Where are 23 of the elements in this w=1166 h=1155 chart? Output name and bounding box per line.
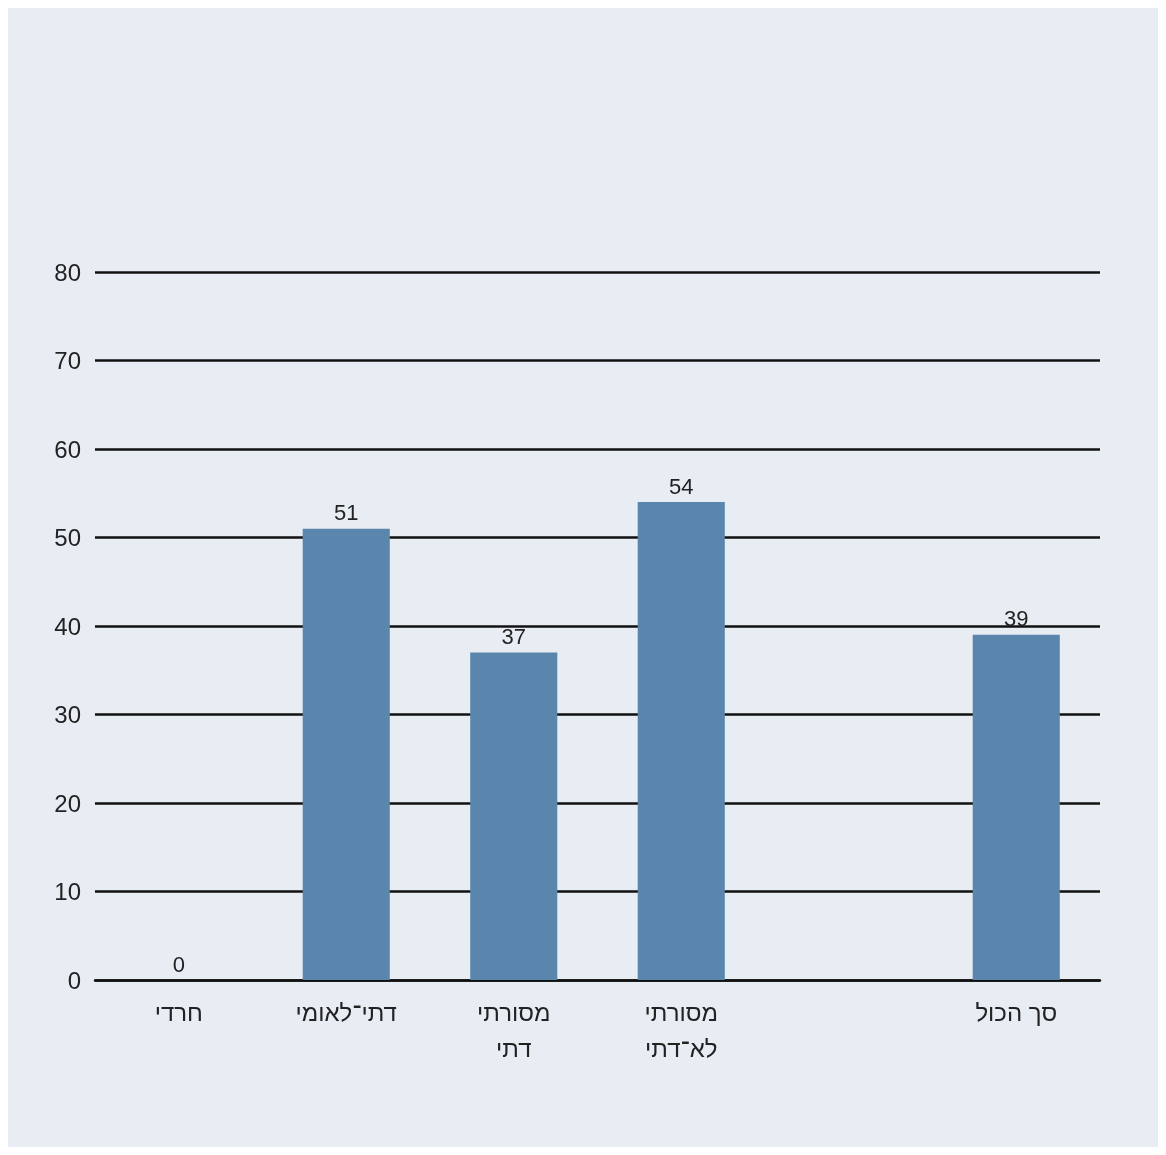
data-label: 37 (501, 624, 526, 650)
bar (302, 528, 390, 980)
x-tick-label: סך הכול (975, 998, 1058, 1026)
y-tick-label: 80 (54, 258, 81, 286)
data-label: 51 (334, 500, 359, 526)
data-label: 39 (1004, 606, 1029, 632)
y-tick-label: 60 (54, 435, 81, 463)
data-label: 0 (172, 951, 185, 977)
y-tick-label: 50 (54, 524, 81, 551)
bar (637, 502, 725, 980)
x-tick-label: חרדי (154, 998, 203, 1026)
y-tick-label: 30 (54, 701, 81, 728)
y-tick-label: 40 (54, 612, 81, 640)
bar (972, 634, 1060, 980)
y-tick-label: 20 (54, 789, 81, 817)
x-tick-label: דתי־לאומי (295, 998, 397, 1026)
x-tick-label: מסורתי לא־דתי (644, 998, 718, 1062)
x-tick-label: מסורתי דתי (477, 998, 551, 1062)
y-tick-label: 70 (54, 347, 81, 374)
y-tick-label: 0 (67, 966, 81, 994)
bar (470, 652, 558, 980)
y-tick-label: 10 (54, 878, 81, 905)
data-label: 54 (669, 473, 694, 499)
